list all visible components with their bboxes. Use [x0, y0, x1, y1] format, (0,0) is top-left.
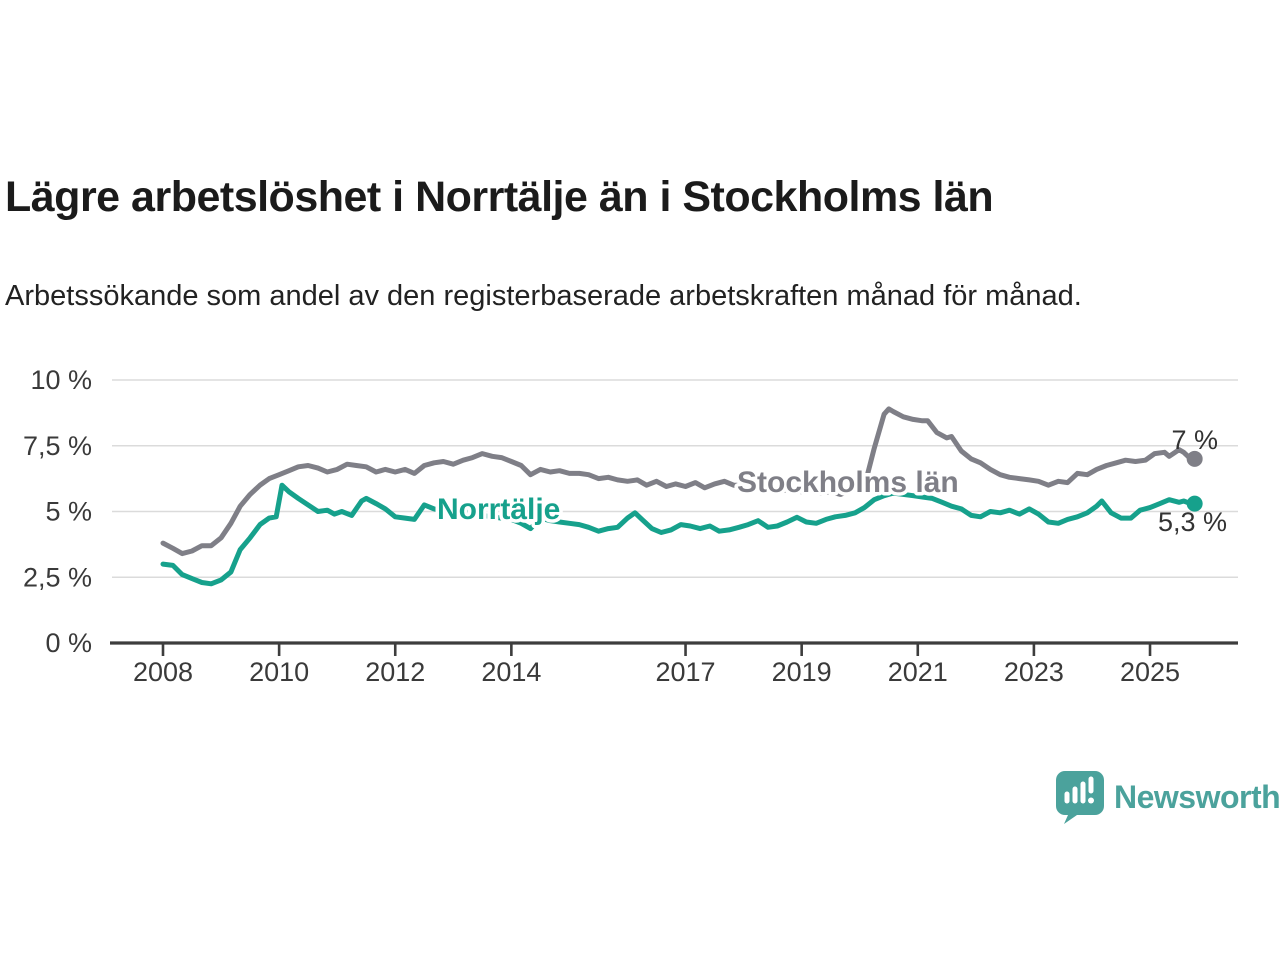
bar-chart-glyph: [1064, 776, 1094, 804]
series-end-dot: [1186, 450, 1203, 467]
series-end-value-label: 7 %: [1171, 425, 1218, 455]
series-end-value-label: 5,3 %: [1158, 507, 1227, 537]
y-tick-label: 0 %: [45, 628, 92, 658]
x-tick-label: 2017: [656, 657, 716, 687]
speech-bubble-shape: [1056, 771, 1104, 824]
x-tick-label: 2023: [1004, 657, 1064, 687]
x-tick-label: 2021: [888, 657, 948, 687]
page-title: Lägre arbetslöshet i Norrtälje än i Stoc…: [5, 172, 994, 221]
x-tick-label: 2012: [365, 657, 425, 687]
x-tick-label: 2025: [1120, 657, 1180, 687]
y-tick-label: 2,5 %: [23, 562, 92, 592]
newsworthy-logo-icon: [1056, 771, 1104, 824]
newsworthy-logo-text: Newsworthy: [1114, 778, 1280, 815]
series-label: Stockholms län: [737, 466, 959, 499]
newsworthy-logo: Newsworthy: [1055, 770, 1280, 824]
series-label: Norrtälje: [437, 493, 560, 526]
x-tick-label: 2010: [249, 657, 309, 687]
exclamation-dot: [1088, 797, 1094, 804]
chart-subtitle: Arbetssökande som andel av den registerb…: [5, 280, 1082, 312]
y-tick-label: 7,5 %: [23, 431, 92, 461]
y-tick-label: 5 %: [45, 497, 92, 527]
series-line-stockholms-l-n: [160, 406, 1194, 557]
x-tick-label: 2014: [481, 657, 541, 687]
y-tick-label: 10 %: [30, 365, 92, 395]
x-tick-label: 2008: [133, 657, 193, 687]
series-line-norrt-lje: [160, 482, 1194, 587]
x-tick-label: 2019: [772, 657, 832, 687]
series-end-dot: [1186, 495, 1203, 512]
